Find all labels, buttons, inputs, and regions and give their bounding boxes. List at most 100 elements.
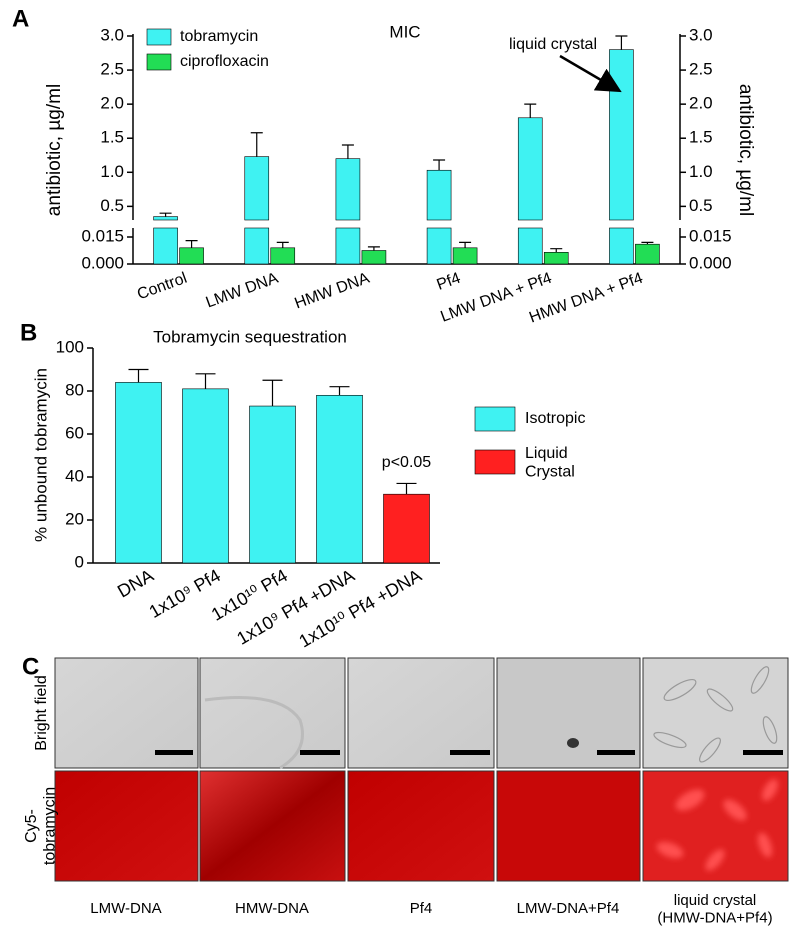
legend-swatch xyxy=(474,449,516,475)
image-feature xyxy=(656,779,778,871)
image-feature xyxy=(653,666,778,763)
image xyxy=(54,657,199,769)
error-bar xyxy=(128,368,149,383)
x-tick-label: Pf4 xyxy=(435,270,463,294)
bar xyxy=(179,247,204,265)
image xyxy=(347,770,495,882)
image-feature xyxy=(567,738,579,748)
bar xyxy=(609,227,634,265)
y-tick-label: 1.0 xyxy=(100,162,124,181)
micrographs xyxy=(54,657,789,882)
image xyxy=(496,657,641,769)
legend-label: Isotropic xyxy=(525,410,585,427)
bar xyxy=(244,227,270,265)
row-label: Bright field xyxy=(33,675,50,751)
scale-bar xyxy=(743,750,783,755)
image xyxy=(199,657,346,769)
column-label: HMW-DNA xyxy=(235,900,309,917)
y-tick-label: 0.5 xyxy=(100,196,124,215)
y-tick-label: 0 xyxy=(75,552,84,571)
bar xyxy=(270,247,296,265)
scale-bar xyxy=(597,750,635,755)
bar xyxy=(335,227,361,265)
y2-tick-label: 0.015 xyxy=(689,226,732,245)
y-tick-label: 80 xyxy=(65,380,84,399)
error-bar xyxy=(250,132,263,157)
row-label: Cy5-tobramycin xyxy=(23,787,58,865)
y2-axis-label: antibiotic, µg/ml xyxy=(735,84,756,216)
bar xyxy=(426,227,452,265)
y-tick-label: 0.015 xyxy=(81,226,124,245)
column-label: LMW-DNA+Pf4 xyxy=(517,900,620,917)
error-bar xyxy=(433,159,446,171)
image xyxy=(54,770,199,882)
error-bar xyxy=(195,373,216,389)
bar xyxy=(543,252,569,265)
column-label: liquid crystal (HMW-DNA+Pf4) xyxy=(657,892,772,926)
y2-tick-label: 0.5 xyxy=(689,196,713,215)
bar xyxy=(335,158,361,221)
legend-swatch xyxy=(146,53,172,71)
bar xyxy=(244,156,270,221)
bar xyxy=(153,216,178,221)
image xyxy=(199,770,346,882)
y2-tick-label: 0.000 xyxy=(689,253,732,272)
error-bar xyxy=(524,103,537,118)
y-axis-label: % unbound tobramycin xyxy=(31,368,50,542)
error-bar xyxy=(341,144,354,159)
bar xyxy=(635,243,660,265)
y2-tick-label: 3.0 xyxy=(689,25,713,44)
error-bar xyxy=(276,241,289,248)
bar xyxy=(249,405,296,564)
annotation: p<0.05 xyxy=(382,454,431,471)
y-tick-label: 60 xyxy=(65,423,84,442)
x-tick-label: DNA xyxy=(114,565,157,601)
y-tick-label: 3.0 xyxy=(100,25,124,44)
bar xyxy=(452,247,478,265)
image xyxy=(496,770,641,882)
error-bar xyxy=(367,246,380,251)
x-tick-label: 1x10¹⁰ Pf4 +DNA xyxy=(296,565,425,651)
legend-label: ciprofloxacin xyxy=(180,53,269,70)
legend-label: tobramycin xyxy=(180,28,258,45)
x-tick-label: 1x10⁹ Pf4 +DNA xyxy=(233,565,358,648)
panel-label: A xyxy=(12,5,29,32)
y2-tick-label: 1.5 xyxy=(689,128,713,147)
column-label: Pf4 xyxy=(410,900,433,917)
chart-title: Tobramycin sequestration xyxy=(153,327,347,346)
image xyxy=(642,657,789,769)
image xyxy=(347,657,495,769)
error-bar xyxy=(550,248,563,253)
y2-tick-label: 2.5 xyxy=(689,60,713,79)
image-feature xyxy=(204,696,304,770)
annotation: liquid crystal xyxy=(509,36,597,53)
y-tick-label: 20 xyxy=(65,509,84,528)
error-bar xyxy=(185,240,198,248)
error-bar xyxy=(159,212,172,217)
scale-bar xyxy=(450,750,490,755)
error-bar xyxy=(459,241,472,248)
bar xyxy=(609,49,634,221)
y2-tick-label: 2.0 xyxy=(689,94,713,113)
bar xyxy=(517,117,543,221)
legend-swatch xyxy=(474,406,516,432)
bar xyxy=(153,227,178,265)
legend-swatch xyxy=(146,28,172,46)
y-tick-label: 0.000 xyxy=(81,253,124,272)
y-tick-label: 100 xyxy=(56,337,84,356)
error-bar xyxy=(641,241,654,245)
bar xyxy=(361,250,387,265)
error-bar xyxy=(615,35,628,50)
error-bar xyxy=(262,379,283,407)
y-tick-label: 2.5 xyxy=(100,60,124,79)
y-tick-label: 1.5 xyxy=(100,128,124,147)
y-tick-label: 40 xyxy=(65,466,84,485)
y-tick-label: 2.0 xyxy=(100,94,124,113)
bar xyxy=(115,382,162,564)
legend-label: Liquid Crystal xyxy=(525,445,575,480)
error-bar xyxy=(329,386,350,396)
scale-bar xyxy=(155,750,193,755)
x-tick-label: LMW DNA xyxy=(204,270,281,312)
y-axis-label: antibiotic, µg/ml xyxy=(44,84,65,216)
